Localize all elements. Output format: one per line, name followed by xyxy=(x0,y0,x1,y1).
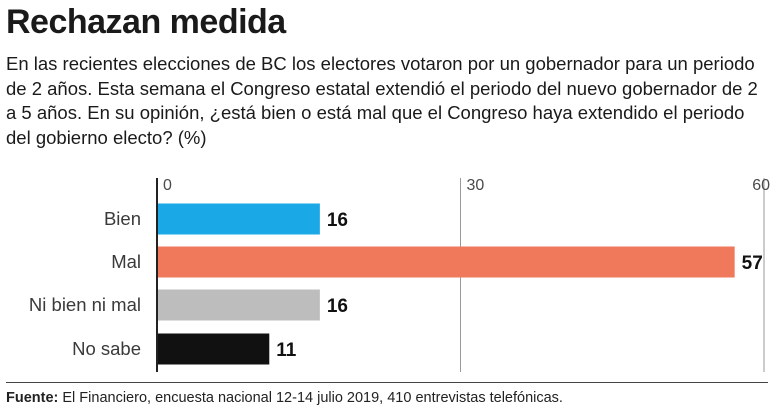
category-labels: Bien Mal Ni bien ni mal No sabe xyxy=(29,208,141,359)
bar xyxy=(158,246,735,278)
x-axis-ticks: 0 30 60 xyxy=(163,177,770,194)
value-labels: 16 57 16 11 xyxy=(276,210,763,361)
chart-title: Rechazan medida xyxy=(6,3,286,41)
bar xyxy=(158,203,320,235)
x-tick-label: 60 xyxy=(752,177,770,194)
value-label: 16 xyxy=(327,210,348,231)
bar xyxy=(158,289,320,321)
category-label: Bien xyxy=(104,208,141,229)
x-tick-label: 0 xyxy=(163,177,172,194)
footer-divider xyxy=(6,382,768,383)
category-label: Mal xyxy=(111,251,141,272)
x-tick-label: 30 xyxy=(467,177,485,194)
value-label: 11 xyxy=(276,340,297,361)
bar xyxy=(158,333,270,365)
source-note: Fuente: El Financiero, encuesta nacional… xyxy=(6,389,768,407)
value-label: 16 xyxy=(327,296,348,317)
chart-subtitle: En las recientes elecciones de BC los el… xyxy=(6,53,758,148)
category-label: No sabe xyxy=(72,338,141,359)
bars xyxy=(158,203,735,365)
value-label: 57 xyxy=(742,253,763,274)
source-label: Fuente: xyxy=(6,390,59,406)
source-text: El Financiero, encuesta nacional 12-14 j… xyxy=(62,390,563,406)
category-label: Ni bien ni mal xyxy=(29,294,141,315)
